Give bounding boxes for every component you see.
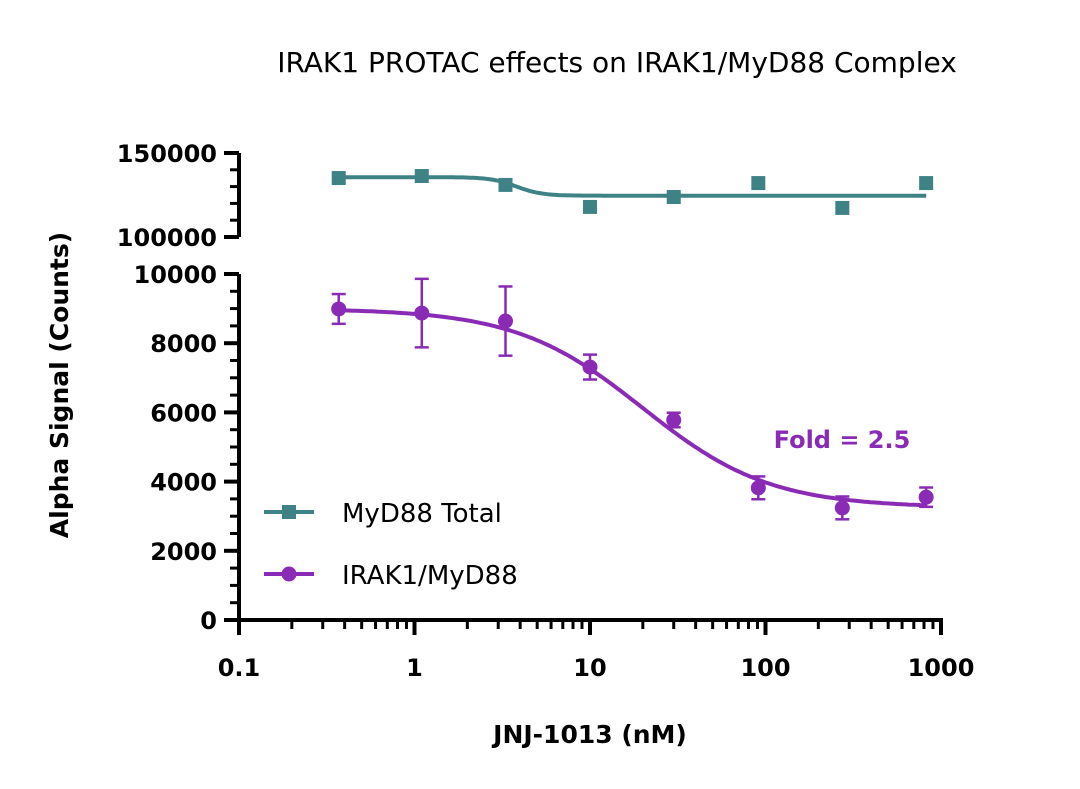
legend-item-irak1-myd88: IRAK1/MyD88 [264,561,518,591]
legend: MyD88 Total IRAK1/MyD88 [264,499,518,591]
y-tick-label: 8000 [150,330,217,358]
x-tick-label: 1 [406,654,423,682]
data-point [497,313,513,329]
data-point [414,169,429,184]
y-tick-label: 2000 [150,538,217,566]
x-tick-label: 0.1 [218,654,261,682]
data-point [750,480,766,496]
data-point [414,305,430,321]
fit-curve [338,175,927,198]
x-axis-label: JNJ-1013 (nM) [491,720,687,749]
data-point [835,200,850,215]
data-point [582,359,598,375]
legend-label-irak1-myd88: IRAK1/MyD88 [342,561,518,591]
data-point [666,190,681,205]
x-tick-label: 100 [740,654,790,682]
legend-item-myd88-total: MyD88 Total [264,499,502,529]
data-point [331,301,347,317]
series-myd88-total [331,169,934,215]
chart-title: IRAK1 PROTAC effects on IRAK1/MyD88 Comp… [277,46,957,79]
data-point [919,176,934,191]
y-tick-label: 0 [200,607,217,635]
x-tick-label: 1000 [908,654,975,682]
data-point [498,177,513,192]
axes: 0.1 1 10 100 1000020004000600080001000010000… [117,140,975,682]
fit-curve [338,308,927,508]
data-point [834,500,850,516]
series-irak1-myd88 [331,277,934,521]
y-axis-label: Alpha Signal (Counts) [45,232,74,538]
y-tick-label: 4000 [150,469,217,497]
data-point [583,199,597,214]
y-tick-label: 6000 [150,399,217,427]
data-point [918,489,934,505]
y-tick-label: 10000 [134,261,218,289]
data-point [666,412,682,428]
data-point [331,171,346,186]
y-tick-label: 150000 [117,140,217,168]
plot-area [331,169,934,521]
y-tick-label: 100000 [117,224,217,252]
data-point [751,176,766,191]
x-tick-label: 10 [573,654,606,682]
legend-label-myd88-total: MyD88 Total [342,499,502,529]
fold-annotation: Fold = 2.5 [774,426,911,454]
